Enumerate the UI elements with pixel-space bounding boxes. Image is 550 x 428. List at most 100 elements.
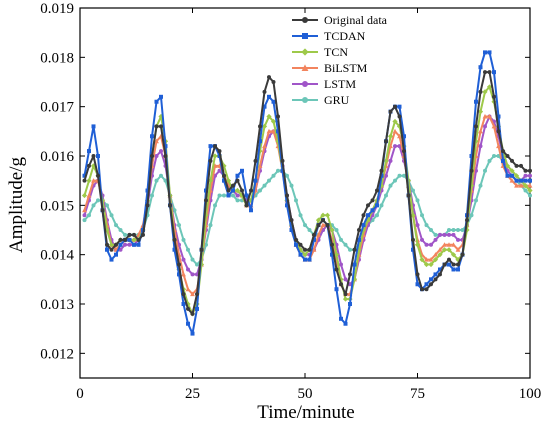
y-tick-label: 0.013: [40, 297, 74, 313]
data-point: [244, 193, 249, 198]
data-point: [181, 292, 186, 297]
data-point: [492, 154, 496, 158]
data-point: [379, 168, 384, 173]
data-point: [136, 237, 141, 242]
data-point: [86, 178, 92, 184]
data-point: [298, 242, 303, 247]
legend-swatch-marker: [301, 48, 309, 56]
y-tick-label: 0.016: [40, 149, 74, 165]
data-point: [469, 154, 474, 158]
legend-swatch-marker: [302, 17, 308, 23]
data-point: [460, 228, 465, 232]
data-point: [262, 183, 267, 188]
data-point: [375, 213, 379, 218]
data-point: [145, 203, 150, 208]
data-point: [528, 173, 532, 178]
data-point: [496, 143, 501, 149]
legend-swatch-marker: [301, 64, 309, 71]
data-point: [379, 203, 384, 208]
data-point: [217, 193, 222, 198]
legend-label: TCN: [324, 45, 348, 59]
data-point: [190, 331, 195, 336]
x-tick-label: 50: [298, 386, 313, 402]
legend-item-bilstm: BiLSTM: [292, 61, 368, 75]
data-point: [276, 168, 280, 173]
data-point: [127, 232, 132, 237]
data-point: [333, 252, 340, 258]
y-tick-label: 0.018: [40, 50, 74, 66]
data-point: [433, 237, 438, 242]
data-point: [231, 193, 235, 198]
data-point: [483, 168, 487, 173]
data-point: [222, 173, 226, 178]
data-point: [415, 223, 420, 228]
series-line-tcdan: [83, 51, 530, 335]
data-point: [339, 262, 343, 267]
data-point: [150, 134, 154, 139]
data-point: [235, 178, 240, 183]
data-point: [258, 124, 262, 129]
data-point: [154, 138, 159, 144]
data-point: [195, 262, 199, 267]
data-point: [474, 124, 478, 129]
data-point: [375, 203, 379, 208]
data-point: [266, 128, 272, 134]
data-point: [352, 262, 357, 267]
data-point: [271, 173, 276, 178]
data-point: [456, 228, 460, 232]
data-point: [415, 198, 420, 203]
data-point: [96, 173, 100, 178]
data-point: [348, 247, 352, 252]
data-point: [208, 158, 213, 163]
data-point: [429, 282, 433, 287]
data-point: [298, 252, 303, 257]
data-point: [108, 242, 115, 248]
data-point: [505, 173, 510, 178]
data-point: [519, 178, 523, 183]
data-point: [280, 158, 285, 163]
data-point: [447, 228, 451, 232]
data-point: [423, 261, 430, 268]
legend-label: LSTM: [324, 77, 356, 91]
data-point: [424, 257, 429, 262]
data-point: [402, 149, 406, 154]
data-point: [361, 213, 366, 218]
data-point: [177, 272, 181, 277]
data-point: [190, 257, 195, 262]
data-point: [87, 163, 91, 168]
data-point: [442, 242, 447, 247]
data-point: [329, 227, 335, 233]
data-point: [482, 89, 488, 95]
data-point: [131, 237, 137, 243]
legend-item-tcn: TCN: [292, 45, 348, 59]
data-point: [366, 213, 370, 218]
data-point: [492, 94, 496, 99]
data-point: [240, 168, 244, 173]
data-point: [235, 198, 240, 203]
data-point: [419, 257, 425, 263]
legend-swatch-marker: [302, 33, 308, 39]
data-point: [486, 84, 493, 90]
data-point: [334, 228, 339, 232]
data-point: [303, 247, 307, 252]
data-point: [114, 242, 118, 247]
data-point: [213, 203, 217, 208]
data-point: [424, 282, 429, 287]
data-point: [249, 208, 253, 213]
data-point: [451, 262, 456, 267]
legend-item-tcdan: TCDAN: [292, 29, 366, 43]
data-point: [114, 223, 118, 228]
y-tick-label: 0.015: [40, 198, 74, 214]
data-point: [370, 198, 375, 203]
x-axis-title: Time/minute: [257, 402, 354, 423]
data-point: [451, 267, 456, 272]
data-point: [339, 316, 343, 321]
data-point: [392, 118, 398, 125]
data-point: [420, 287, 424, 292]
data-point: [285, 173, 289, 178]
data-point: [168, 203, 172, 208]
data-point: [104, 227, 110, 233]
data-point: [185, 286, 191, 292]
data-point: [392, 128, 398, 134]
data-point: [510, 173, 514, 178]
